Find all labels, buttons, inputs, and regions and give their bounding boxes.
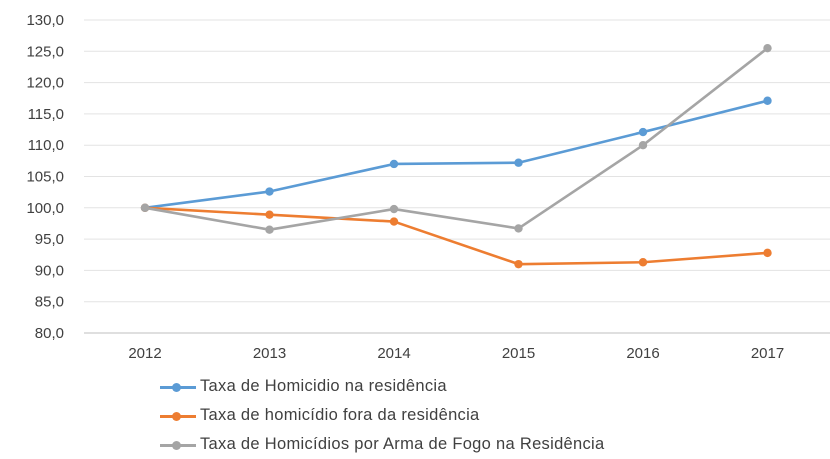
legend: Taxa de Homicidio na residência Taxa de …: [158, 372, 605, 459]
y-axis-ticks: 80,0 85,0 90,0 95,0 100,0 105,0 110,0 115,0 120,…: [26, 12, 64, 342]
gridlines: [84, 19, 830, 334]
x-tick-label: 2016: [626, 345, 659, 362]
legend-label-residence: Taxa de Homicidio na residência: [200, 377, 447, 395]
data-point: [638, 141, 648, 150]
legend-item-residence: Taxa de Homicidio na residência: [158, 372, 605, 401]
x-axis-ticks: 2012 2013 2014 2015 2016 2017: [128, 345, 784, 362]
x-tick-label: 2012: [128, 345, 161, 362]
x-tick-label: 2017: [751, 345, 784, 362]
legend-swatch-outside: [158, 409, 198, 423]
y-tick-label: 85,0: [35, 294, 64, 311]
series-line: [144, 99, 768, 210]
data-point: [638, 258, 648, 267]
y-tick-label: 95,0: [35, 231, 64, 248]
legend-swatch-residence: [158, 380, 198, 394]
x-tick-label: 2013: [253, 345, 286, 362]
x-tick-label: 2014: [377, 345, 410, 362]
data-point: [514, 158, 523, 167]
y-tick-label: 100,0: [26, 200, 64, 217]
legend-item-outside: Taxa de homicídio fora da residência: [158, 401, 605, 430]
data-point: [638, 127, 648, 137]
y-tick-label: 110,0: [28, 137, 64, 154]
data-point: [389, 204, 399, 214]
y-tick-label: 105,0: [26, 169, 64, 186]
series-line: [144, 206, 768, 266]
data-point: [389, 159, 399, 169]
data-point: [514, 259, 523, 269]
data-point: [265, 225, 274, 234]
legend-label-outside: Taxa de homicídio fora da residência: [200, 406, 480, 424]
y-tick-label: 130,0: [26, 12, 64, 29]
legend-label-firearm: Taxa de Homicídios por Arma de Fogo na R…: [200, 435, 605, 453]
x-tick-label: 2015: [502, 345, 535, 362]
series-line: [144, 47, 769, 232]
data-point: [265, 187, 274, 196]
data-point: [763, 43, 772, 53]
series-3: [140, 43, 772, 234]
data-point: [389, 217, 399, 226]
y-tick-label: 80,0: [35, 325, 64, 342]
y-tick-label: 115,0: [28, 106, 64, 123]
y-tick-label: 125,0: [26, 43, 64, 60]
y-tick-label: 90,0: [35, 262, 64, 279]
data-point: [514, 224, 523, 233]
series-2: [140, 203, 772, 269]
data-point: [763, 248, 772, 258]
data-point: [265, 210, 274, 219]
data-point: [763, 96, 772, 105]
legend-swatch-firearm: [158, 438, 198, 452]
y-tick-label: 120,0: [26, 75, 64, 92]
series-lines: [140, 43, 772, 269]
legend-item-firearm: Taxa de Homicídios por Arma de Fogo na R…: [158, 430, 605, 459]
data-point: [140, 203, 150, 212]
